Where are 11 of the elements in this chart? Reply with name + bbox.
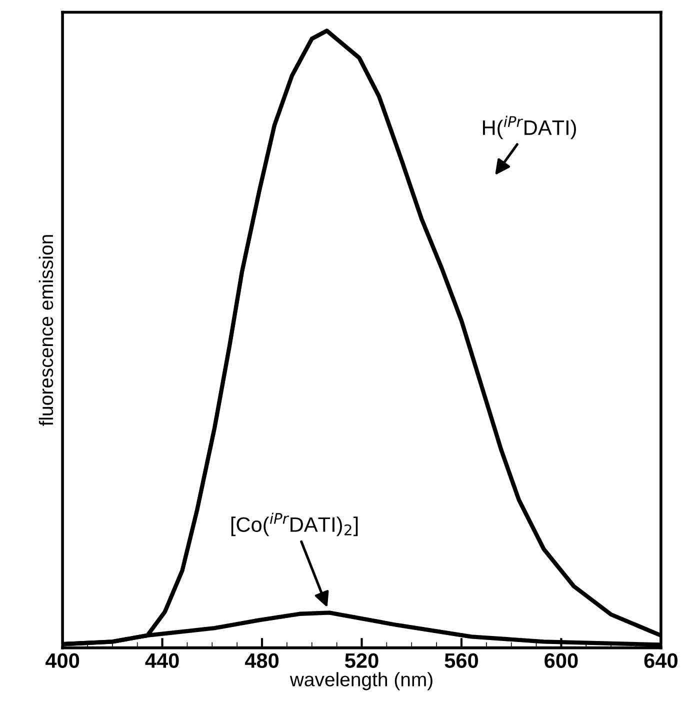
x-tick-label: 640	[644, 653, 678, 668]
annotation: H($^{iPr}$DATI)	[482, 116, 576, 140]
x-tick-label: 400	[45, 653, 80, 668]
annotation: [Co($^{iPr}$DATI)$_{2}$]	[231, 512, 358, 536]
y-axis-title: fluorescence emission	[38, 235, 54, 426]
x-tick-label: 480	[244, 653, 279, 668]
x-tick-label: 600	[544, 653, 578, 668]
x-axis-title: wavelength (nm)	[290, 672, 432, 690]
x-tick-label: 440	[145, 653, 179, 668]
x-tick-label: 560	[444, 653, 478, 668]
x-tick-label: 520	[345, 653, 378, 668]
